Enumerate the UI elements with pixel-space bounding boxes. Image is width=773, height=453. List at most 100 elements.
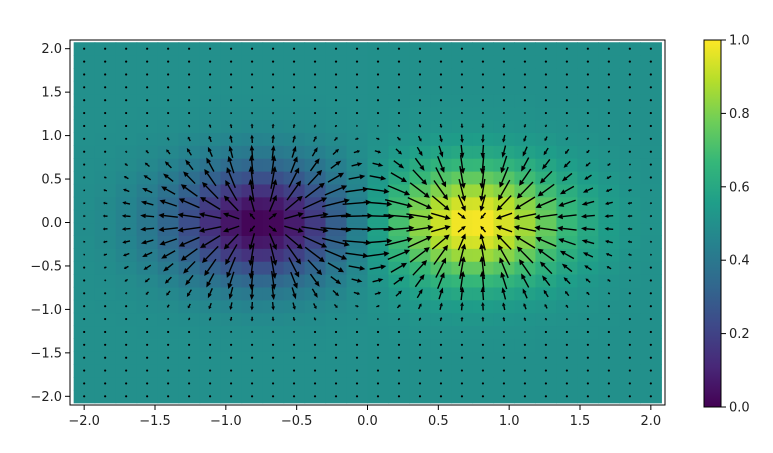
quiver-arrow bbox=[230, 369, 232, 371]
y-tick-label: 1.0 bbox=[41, 129, 62, 144]
quiver-arrow bbox=[188, 357, 190, 359]
quiver-arrow bbox=[230, 73, 232, 75]
quiver-arrow bbox=[419, 48, 421, 50]
quiver-arrow bbox=[629, 395, 631, 397]
y-tick-label: 2.0 bbox=[41, 42, 62, 57]
quiver-arrow bbox=[230, 60, 232, 62]
quiver-arrow bbox=[524, 344, 526, 346]
quiver-arrow bbox=[629, 125, 631, 127]
quiver-arrow bbox=[356, 344, 358, 346]
quiver-arrow bbox=[167, 112, 169, 114]
quiver-arrow bbox=[335, 382, 337, 384]
quiver-arrow bbox=[461, 73, 463, 75]
quiver-arrow bbox=[503, 357, 505, 359]
quiver-arrow bbox=[293, 99, 295, 101]
quiver-arrow bbox=[356, 73, 358, 75]
quiver-arrow bbox=[461, 344, 463, 346]
quiver-arrow bbox=[398, 357, 400, 359]
quiver-arrow bbox=[566, 112, 568, 114]
quiver-arrow bbox=[230, 382, 232, 384]
quiver-arrow bbox=[335, 86, 337, 88]
quiver-arrow bbox=[650, 86, 652, 88]
quiver-arrow bbox=[356, 60, 358, 62]
quiver-arrow bbox=[83, 60, 85, 62]
quiver-arrow bbox=[83, 151, 85, 153]
quiver-arrow bbox=[419, 73, 421, 75]
quiver-arrow bbox=[251, 48, 253, 50]
quiver-arrow bbox=[314, 331, 316, 333]
quiver-arrow bbox=[209, 99, 211, 101]
quiver-arrow bbox=[83, 357, 85, 359]
quiver-arrow bbox=[104, 112, 106, 114]
quiver-arrow bbox=[650, 151, 652, 153]
quiver-arrow bbox=[650, 266, 652, 268]
quiver-arrow bbox=[293, 395, 295, 397]
quiver-arrow bbox=[482, 73, 484, 75]
quiver-arrow bbox=[377, 357, 379, 359]
quiver-arrow bbox=[419, 99, 421, 101]
quiver-arrow bbox=[314, 73, 316, 75]
quiver-arrow bbox=[524, 86, 526, 88]
quiver-arrow bbox=[335, 395, 337, 397]
quiver-arrow bbox=[104, 369, 106, 371]
quiver-arrow bbox=[524, 73, 526, 75]
quiver-arrow bbox=[251, 73, 253, 75]
quiver-arrow bbox=[83, 112, 85, 114]
quiver-arrow bbox=[230, 48, 232, 50]
quiver-arrow bbox=[146, 344, 148, 346]
quiver-arrow bbox=[272, 73, 274, 75]
quiver-arrow bbox=[545, 112, 547, 114]
quiver-arrow bbox=[629, 112, 631, 114]
quiver-arrow bbox=[146, 125, 148, 127]
quiver-arrow bbox=[230, 86, 232, 88]
quiver-arrow bbox=[314, 344, 316, 346]
quiver-arrow bbox=[104, 125, 106, 127]
quiver-arrow bbox=[566, 73, 568, 75]
quiver-arrow bbox=[83, 86, 85, 88]
quiver-arrow bbox=[419, 382, 421, 384]
quiver-arrow bbox=[398, 60, 400, 62]
quiver-arrow bbox=[83, 48, 85, 50]
quiver-arrow bbox=[314, 48, 316, 50]
quiver-arrow bbox=[482, 382, 484, 384]
quiver-arrow bbox=[167, 86, 169, 88]
quiver-arrow bbox=[83, 99, 85, 101]
quiver-arrow bbox=[629, 73, 631, 75]
quiver-arrow bbox=[503, 369, 505, 371]
quiver-arrow bbox=[167, 48, 169, 50]
quiver-arrow bbox=[83, 138, 85, 140]
quiver-arrow bbox=[482, 369, 484, 371]
quiver-arrow bbox=[650, 292, 652, 294]
quiver-arrow bbox=[251, 395, 253, 397]
quiver-arrow bbox=[440, 395, 442, 397]
quiver-arrow bbox=[314, 395, 316, 397]
colorbar-tick-label: 0.8 bbox=[729, 107, 750, 122]
quiver-arrow bbox=[335, 357, 337, 359]
quiver-arrow bbox=[335, 99, 337, 101]
quiver-arrow bbox=[566, 369, 568, 371]
quiver-arrow bbox=[503, 99, 505, 101]
quiver-arrow bbox=[566, 60, 568, 62]
quiver-arrow bbox=[629, 331, 631, 333]
quiver-arrow bbox=[356, 382, 358, 384]
colorbar-tick-label: 0.0 bbox=[729, 401, 750, 416]
quiver-arrow bbox=[608, 369, 610, 371]
quiver-arrow bbox=[587, 73, 589, 75]
quiver-arrow bbox=[545, 73, 547, 75]
quiver-arrow bbox=[209, 60, 211, 62]
quiver-arrow bbox=[629, 318, 631, 320]
y-tick-label: −1.5 bbox=[30, 346, 62, 361]
quiver-arrow bbox=[482, 395, 484, 397]
quiver-arrow bbox=[587, 125, 589, 127]
quiver-arrow bbox=[146, 60, 148, 62]
quiver-arrow bbox=[524, 395, 526, 397]
quiver-arrow bbox=[209, 382, 211, 384]
quiver-arrow bbox=[587, 357, 589, 359]
quiver-arrow bbox=[461, 395, 463, 397]
colorbar-tick-label: 0.2 bbox=[729, 327, 750, 342]
quiver-arrow bbox=[587, 331, 589, 333]
quiver-arrow bbox=[251, 60, 253, 62]
quiver-arrow bbox=[398, 369, 400, 371]
quiver-arrow bbox=[83, 279, 85, 281]
